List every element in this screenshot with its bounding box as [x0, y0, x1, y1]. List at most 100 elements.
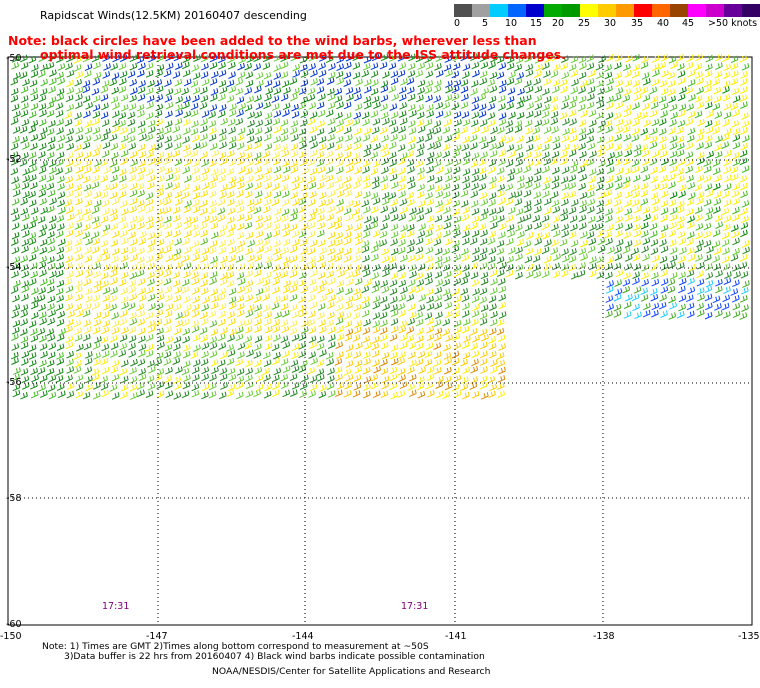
wind-barb: [415, 342, 424, 351]
wind-barb: [479, 375, 488, 384]
wind-barb: [730, 166, 739, 174]
wind-barb: [505, 183, 514, 192]
wind-barb: [497, 215, 505, 223]
wind-barb: [65, 374, 73, 383]
wind-barb: [172, 149, 181, 158]
wind-barb: [154, 373, 163, 382]
wind-barb: [328, 63, 336, 71]
wind-barb: [219, 86, 228, 95]
wind-barb: [416, 149, 424, 158]
wind-barb: [580, 159, 588, 168]
wind-barb: [570, 86, 579, 95]
wind-barb: [327, 341, 336, 349]
wind-barb: [452, 208, 461, 216]
wind-barb: [614, 133, 622, 142]
wind-barb: [373, 142, 381, 151]
wind-barb: [579, 231, 588, 239]
wind-barb: [408, 214, 417, 222]
wind-barb: [453, 269, 462, 278]
wind-barb: [326, 213, 335, 222]
wind-barb: [84, 287, 93, 296]
wind-barb: [137, 310, 145, 318]
wind-barb: [47, 295, 56, 304]
wind-barb: [75, 383, 84, 391]
wind-barb: [93, 270, 101, 279]
wind-barb: [397, 183, 406, 192]
wind-barb: [119, 318, 127, 326]
wind-barb: [298, 350, 307, 359]
wind-barb: [11, 238, 19, 246]
wind-barb: [606, 78, 614, 86]
wind-barb: [38, 54, 47, 62]
wind-barb: [264, 126, 273, 134]
wind-barb: [200, 254, 208, 263]
wind-barb: [94, 255, 102, 264]
wind-barb: [568, 174, 577, 182]
wind-barb: [173, 53, 182, 62]
wind-barb: [578, 119, 587, 127]
wind-barb: [103, 63, 111, 71]
wind-barb: [568, 231, 577, 239]
wind-barb: [37, 367, 46, 375]
wind-barb: [732, 134, 741, 142]
wind-barb: [325, 198, 334, 206]
wind-barb: [119, 54, 128, 62]
wind-barb: [246, 95, 255, 104]
wind-barb: [282, 341, 291, 349]
wind-barb: [202, 296, 210, 304]
wind-barb: [308, 335, 317, 344]
wind-barb: [172, 125, 181, 134]
wind-barb: [47, 136, 56, 144]
wind-barb: [604, 189, 613, 197]
wind-barb: [352, 53, 361, 62]
lat-label: -50: [6, 53, 22, 64]
wind-barb: [91, 368, 100, 376]
wind-barb: [290, 120, 299, 128]
wind-barb: [596, 71, 604, 80]
wind-barb: [553, 63, 561, 72]
wind-barb: [613, 293, 622, 302]
wind-barb: [596, 79, 604, 88]
wind-barb: [173, 87, 182, 96]
wind-barb: [651, 63, 660, 71]
wind-barb: [487, 166, 496, 174]
wind-barb: [532, 134, 541, 142]
wind-barb: [299, 141, 307, 150]
wind-barb: [731, 214, 740, 222]
wind-barb: [407, 366, 415, 375]
wind-barb: [703, 175, 712, 183]
wind-barb: [182, 101, 190, 110]
wind-barb: [607, 152, 615, 160]
wind-barb: [658, 231, 667, 240]
wind-barb: [129, 197, 138, 206]
wind-barb: [380, 222, 388, 231]
wind-barb: [471, 279, 479, 287]
wind-barb: [218, 55, 226, 64]
wind-barb: [534, 56, 543, 64]
wind-barb: [181, 254, 190, 263]
wind-barb: [534, 238, 542, 246]
wind-barb: [381, 157, 389, 166]
wind-barb: [282, 238, 291, 247]
wind-barb: [687, 231, 695, 239]
wind-barb: [317, 207, 325, 216]
wind-barb: [706, 150, 714, 159]
wind-barb: [560, 213, 569, 222]
wind-barb: [400, 286, 408, 295]
wind-barb: [659, 79, 668, 88]
wind-barb: [282, 109, 290, 117]
wind-barb: [100, 93, 109, 102]
wind-barb: [12, 126, 21, 134]
wind-barb: [236, 391, 244, 400]
wind-barb: [533, 174, 542, 183]
wind-barb: [471, 61, 480, 70]
wind-barb: [58, 390, 66, 399]
wind-barb: [562, 254, 570, 263]
wind-barb: [417, 200, 426, 208]
wind-barb: [605, 102, 614, 110]
wind-barb: [228, 175, 237, 184]
wind-barb: [200, 229, 208, 238]
wind-barb: [695, 53, 703, 62]
wind-barb: [741, 120, 750, 128]
wind-barb: [145, 133, 154, 142]
